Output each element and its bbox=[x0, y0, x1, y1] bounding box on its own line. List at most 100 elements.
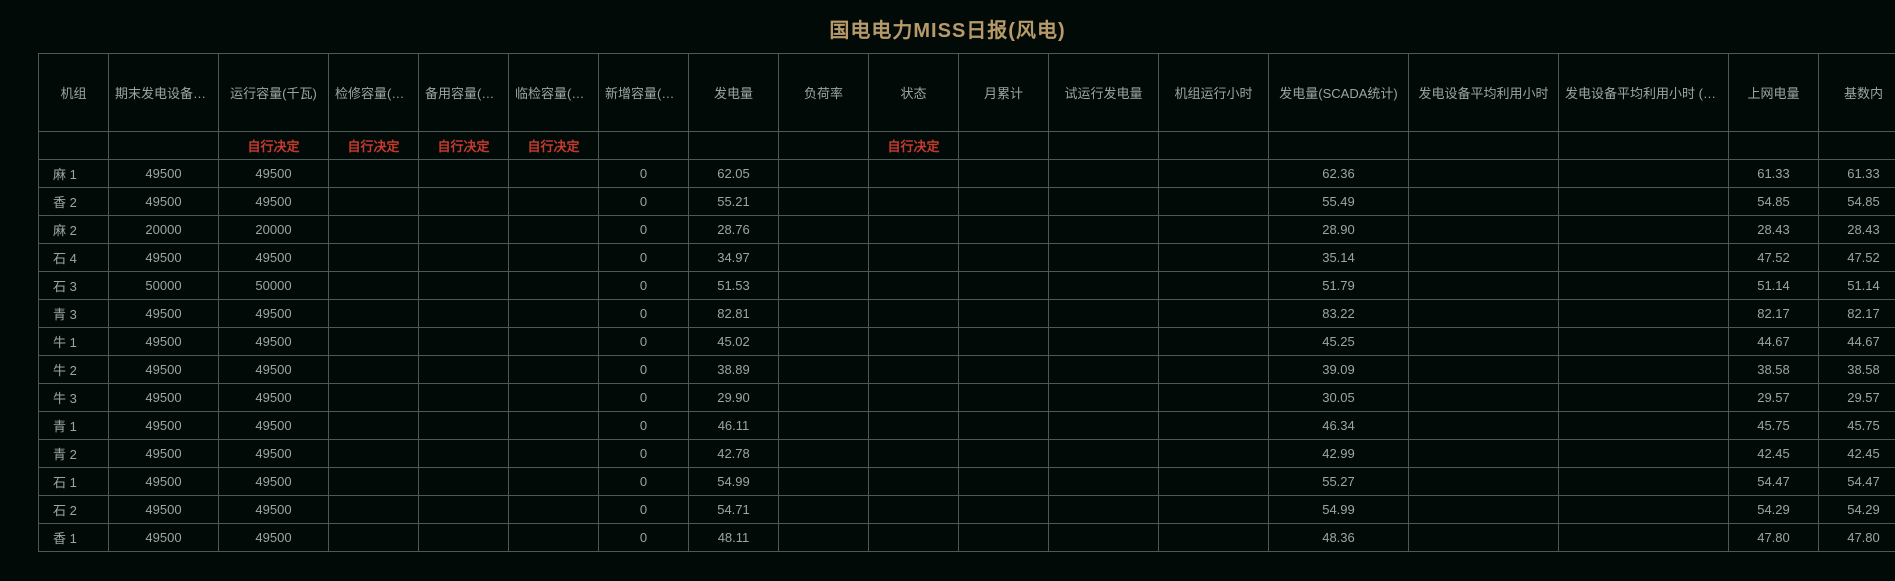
cell-grid_power: 38.58 bbox=[1729, 356, 1819, 384]
report-table-container: 机组 期末发电设备容量(千瓦) 运行容量(千瓦) 检修容量(千瓦) 备用容量(千… bbox=[0, 53, 1895, 552]
cell-status bbox=[869, 188, 959, 216]
cell-status bbox=[869, 356, 959, 384]
cell-generation: 51.53 bbox=[689, 272, 779, 300]
table-body: 麻 14950049500062.0562.3661.3361.33000.00… bbox=[39, 160, 1895, 552]
sub-cell-6 bbox=[599, 132, 689, 160]
cell-unit: 牛 3 bbox=[39, 384, 109, 412]
cell-trial_generation bbox=[1049, 328, 1159, 356]
sub-cell-5: 自行决定 bbox=[509, 132, 599, 160]
cell-month_total bbox=[959, 216, 1049, 244]
cell-generation: 45.02 bbox=[689, 328, 779, 356]
cell-new_capacity: 0 bbox=[599, 468, 689, 496]
cell-new_capacity: 0 bbox=[599, 160, 689, 188]
cell-avg_util_hours bbox=[1409, 356, 1559, 384]
cell-avg_util_hours_scada bbox=[1559, 412, 1729, 440]
cell-run_capacity: 49500 bbox=[219, 160, 329, 188]
cell-end_capacity: 20000 bbox=[109, 216, 219, 244]
cell-avg_util_hours_scada bbox=[1559, 468, 1729, 496]
cell-avg_util_hours bbox=[1409, 188, 1559, 216]
cell-end_capacity: 49500 bbox=[109, 160, 219, 188]
cell-scada_generation: 62.36 bbox=[1269, 160, 1409, 188]
cell-month_total bbox=[959, 244, 1049, 272]
cell-base_in: 54.29 bbox=[1819, 496, 1895, 524]
cell-trial_generation bbox=[1049, 272, 1159, 300]
cell-avg_util_hours bbox=[1409, 300, 1559, 328]
cell-scada_generation: 51.79 bbox=[1269, 272, 1409, 300]
cell-base_in: 42.45 bbox=[1819, 440, 1895, 468]
cell-run_hours bbox=[1159, 160, 1269, 188]
cell-avg_util_hours_scada bbox=[1559, 272, 1729, 300]
cell-grid_power: 61.33 bbox=[1729, 160, 1819, 188]
cell-status bbox=[869, 272, 959, 300]
page-title: 国电电力MISS日报(风电) bbox=[0, 0, 1895, 53]
cell-scada_generation: 54.99 bbox=[1269, 496, 1409, 524]
cell-generation: 48.11 bbox=[689, 524, 779, 552]
cell-run_capacity: 49500 bbox=[219, 356, 329, 384]
cell-standby_capacity bbox=[419, 300, 509, 328]
sub-cell-16 bbox=[1729, 132, 1819, 160]
cell-base_in: 61.33 bbox=[1819, 160, 1895, 188]
cell-scada_generation: 55.27 bbox=[1269, 468, 1409, 496]
cell-grid_power: 51.14 bbox=[1729, 272, 1819, 300]
cell-end_capacity: 49500 bbox=[109, 440, 219, 468]
cell-grid_power: 47.52 bbox=[1729, 244, 1819, 272]
cell-avg_util_hours bbox=[1409, 440, 1559, 468]
col-header-2: 运行容量(千瓦) bbox=[219, 54, 329, 132]
cell-avg_util_hours_scada bbox=[1559, 356, 1729, 384]
cell-new_capacity: 0 bbox=[599, 244, 689, 272]
cell-scada_generation: 46.34 bbox=[1269, 412, 1409, 440]
cell-month_total bbox=[959, 384, 1049, 412]
cell-trial_generation bbox=[1049, 244, 1159, 272]
sub-cell-4: 自行决定 bbox=[419, 132, 509, 160]
cell-check_capacity bbox=[509, 328, 599, 356]
cell-check_capacity bbox=[509, 468, 599, 496]
cell-check_capacity bbox=[509, 384, 599, 412]
cell-new_capacity: 0 bbox=[599, 496, 689, 524]
cell-new_capacity: 0 bbox=[599, 328, 689, 356]
cell-avg_util_hours_scada bbox=[1559, 384, 1729, 412]
cell-grid_power: 44.67 bbox=[1729, 328, 1819, 356]
cell-check_capacity bbox=[509, 244, 599, 272]
cell-repair_capacity bbox=[329, 468, 419, 496]
cell-avg_util_hours_scada bbox=[1559, 496, 1729, 524]
cell-repair_capacity bbox=[329, 272, 419, 300]
cell-load_rate bbox=[779, 216, 869, 244]
cell-grid_power: 29.57 bbox=[1729, 384, 1819, 412]
cell-run_hours bbox=[1159, 356, 1269, 384]
cell-base_in: 54.47 bbox=[1819, 468, 1895, 496]
cell-check_capacity bbox=[509, 496, 599, 524]
cell-status bbox=[869, 496, 959, 524]
cell-base_in: 29.57 bbox=[1819, 384, 1895, 412]
col-header-17: 基数内 bbox=[1819, 54, 1895, 132]
cell-month_total bbox=[959, 300, 1049, 328]
cell-load_rate bbox=[779, 524, 869, 552]
cell-standby_capacity bbox=[419, 412, 509, 440]
cell-status bbox=[869, 524, 959, 552]
cell-check_capacity bbox=[509, 440, 599, 468]
cell-status bbox=[869, 412, 959, 440]
cell-repair_capacity bbox=[329, 160, 419, 188]
cell-avg_util_hours bbox=[1409, 328, 1559, 356]
sub-cell-11 bbox=[1049, 132, 1159, 160]
cell-check_capacity bbox=[509, 160, 599, 188]
cell-unit: 香 1 bbox=[39, 524, 109, 552]
cell-month_total bbox=[959, 272, 1049, 300]
cell-month_total bbox=[959, 496, 1049, 524]
cell-repair_capacity bbox=[329, 496, 419, 524]
table-header-row: 机组 期末发电设备容量(千瓦) 运行容量(千瓦) 检修容量(千瓦) 备用容量(千… bbox=[39, 54, 1895, 132]
cell-scada_generation: 48.36 bbox=[1269, 524, 1409, 552]
col-header-11: 试运行发电量 bbox=[1049, 54, 1159, 132]
cell-end_capacity: 49500 bbox=[109, 244, 219, 272]
cell-repair_capacity bbox=[329, 216, 419, 244]
cell-scada_generation: 35.14 bbox=[1269, 244, 1409, 272]
cell-check_capacity bbox=[509, 524, 599, 552]
cell-avg_util_hours_scada bbox=[1559, 440, 1729, 468]
cell-run_capacity: 49500 bbox=[219, 328, 329, 356]
report-window: 国电电力MISS日报(风电) bbox=[0, 0, 1895, 581]
cell-trial_generation bbox=[1049, 160, 1159, 188]
cell-load_rate bbox=[779, 356, 869, 384]
sub-cell-10 bbox=[959, 132, 1049, 160]
cell-trial_generation bbox=[1049, 440, 1159, 468]
cell-repair_capacity bbox=[329, 384, 419, 412]
